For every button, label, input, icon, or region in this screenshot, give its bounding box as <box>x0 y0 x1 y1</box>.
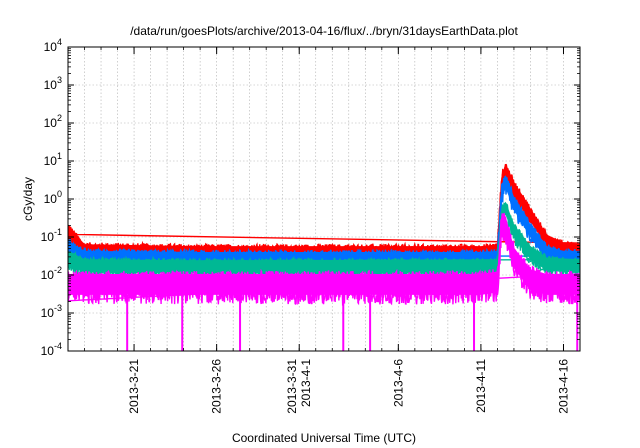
x-tick-label: 2013-4-16 <box>556 359 570 414</box>
series-band <box>68 175 580 266</box>
x-tick-label: 2013-4-1 <box>299 359 313 407</box>
series-band <box>68 212 580 295</box>
chart-title: /data/run/goesPlots/archive/2013-04-16/f… <box>130 24 518 38</box>
x-axis: 2013-3-21 2013-3-26 2013-3-31 2013-4-1 2013-… <box>67 47 581 414</box>
x-axis-label: Coordinated Universal Time (UTC) <box>232 431 416 445</box>
x-tick-label: 2013-3-21 <box>127 359 141 414</box>
x-tick-label: 2013-4-11 <box>474 359 488 413</box>
y-tick-label: 101 <box>44 151 62 168</box>
y-tick-label: 102 <box>44 113 62 130</box>
y-axis: 10-4 10-3 10-2 10-1 100 101 102 103 104 <box>41 37 580 358</box>
x-tick-label: 2013-4-6 <box>391 359 405 407</box>
y-tick-label: 10-4 <box>41 341 62 358</box>
y-tick-label: 10-3 <box>41 303 62 320</box>
y-axis-label: cGy/day <box>21 177 35 221</box>
x-tick-label: 2013-3-26 <box>210 359 224 414</box>
series-band <box>68 201 580 274</box>
y-tick-label: 103 <box>44 75 62 92</box>
series-layer <box>68 163 580 351</box>
y-tick-label: 104 <box>44 37 62 54</box>
y-tick-label: 10-1 <box>41 227 62 244</box>
x-tick-label: 2013-3-31 <box>285 359 299 414</box>
y-tick-label: 100 <box>44 189 62 206</box>
y-tick-label: 10-2 <box>41 265 62 282</box>
